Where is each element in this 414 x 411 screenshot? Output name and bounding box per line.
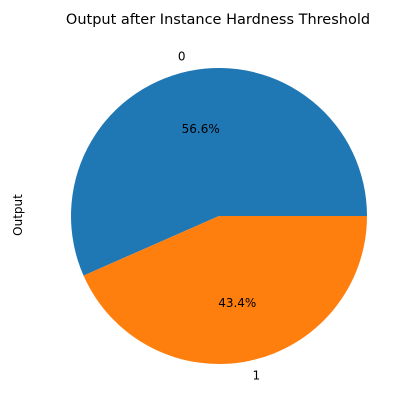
slice-percent-1: 43.4% [218, 296, 256, 310]
pie-slices [71, 68, 367, 365]
slice-label-1: 1 [253, 368, 261, 382]
pie-slice-1 [83, 216, 367, 365]
chart-title: Output after Instance Hardness Threshold [66, 12, 370, 28]
pie-labels: 0 56.6% 1 43.4% [178, 50, 260, 383]
slice-percent-0: 56.6% [182, 122, 220, 136]
y-axis-label: Output [11, 194, 25, 236]
pie-slice-0 [71, 68, 367, 276]
slice-label-0: 0 [178, 50, 186, 64]
